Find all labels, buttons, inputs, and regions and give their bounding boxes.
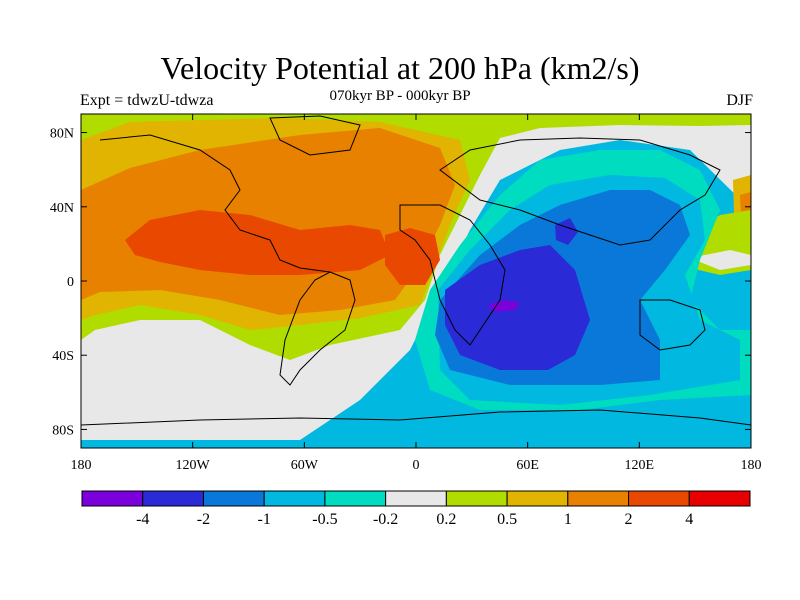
colorbar-swatch (385, 490, 447, 507)
colorbar-swatch (81, 490, 144, 507)
colorbar-label: 4 (685, 511, 693, 528)
lon-tick-label: 60W (291, 458, 319, 473)
lat-tick-label: 80S (52, 423, 74, 438)
experiment-label: Expt = tdwzU-tdwza (80, 92, 214, 109)
latitude-axis: 80N 40N 0 40S 80S (50, 127, 751, 438)
lon-tick-label: 180 (741, 458, 762, 473)
coastlines (81, 115, 751, 426)
lat-tick-label: 80N (50, 127, 74, 142)
contour-field (81, 114, 751, 448)
colorbar-swatch (263, 490, 326, 507)
colorbar-label: 1 (564, 511, 572, 528)
lat-tick-label: 0 (67, 275, 74, 290)
colorbar-swatch (688, 490, 751, 507)
lat-tick-label: 40S (52, 349, 74, 364)
coast-africa (399, 204, 506, 346)
contour-darkblue-core (445, 245, 590, 370)
colorbar-swatch (324, 490, 387, 507)
period-label: 070kyr BP - 000kyr BP (329, 88, 471, 104)
lon-tick-label: 120W (176, 458, 211, 473)
coast-north-america (99, 134, 331, 273)
lon-tick-label: 120E (625, 458, 655, 473)
colorbar-swatch (142, 490, 204, 507)
colorbar-label: -2 (197, 511, 210, 528)
colorbar-swatch (628, 490, 690, 507)
colorbar-label: -4 (136, 511, 149, 528)
colorbar-swatch (445, 490, 508, 507)
colorbar-label: -0.2 (373, 511, 398, 528)
season-label: DJF (726, 92, 753, 109)
coast-australia (639, 299, 706, 351)
chart-title: Velocity Potential at 200 hPa (km2/s) (160, 50, 640, 86)
lon-tick-label: 180 (71, 458, 92, 473)
colorbar-swatch (506, 490, 569, 507)
contour-purple-minimum (488, 300, 520, 312)
contour-red-core-west (125, 210, 390, 275)
contour-red-core-east (385, 228, 440, 285)
coast-eurasia (439, 137, 721, 246)
coast-greenland (269, 115, 361, 156)
lon-tick-label: 60E (516, 458, 539, 473)
colorbar-label: 0.5 (497, 511, 517, 528)
colorbar-swatch (567, 490, 630, 507)
lat-tick-label: 40N (50, 201, 74, 216)
colorbar: -4 -2 -1 -0.5 -0.2 0.2 0.5 1 2 4 (81, 490, 751, 528)
longitude-axis: 180 120W 60W 0 60E 120E 180 (71, 114, 762, 473)
colorbar-label: -1 (258, 511, 271, 528)
colorbar-label: 0.2 (436, 511, 456, 528)
colorbar-label: 2 (625, 511, 633, 528)
coast-antarctica (81, 409, 751, 426)
contour-white-pacific (690, 250, 751, 270)
colorbar-swatch (202, 490, 265, 507)
lon-tick-label: 0 (413, 458, 420, 473)
colorbar-label: -0.5 (312, 511, 337, 528)
coast-south-america (279, 271, 356, 386)
